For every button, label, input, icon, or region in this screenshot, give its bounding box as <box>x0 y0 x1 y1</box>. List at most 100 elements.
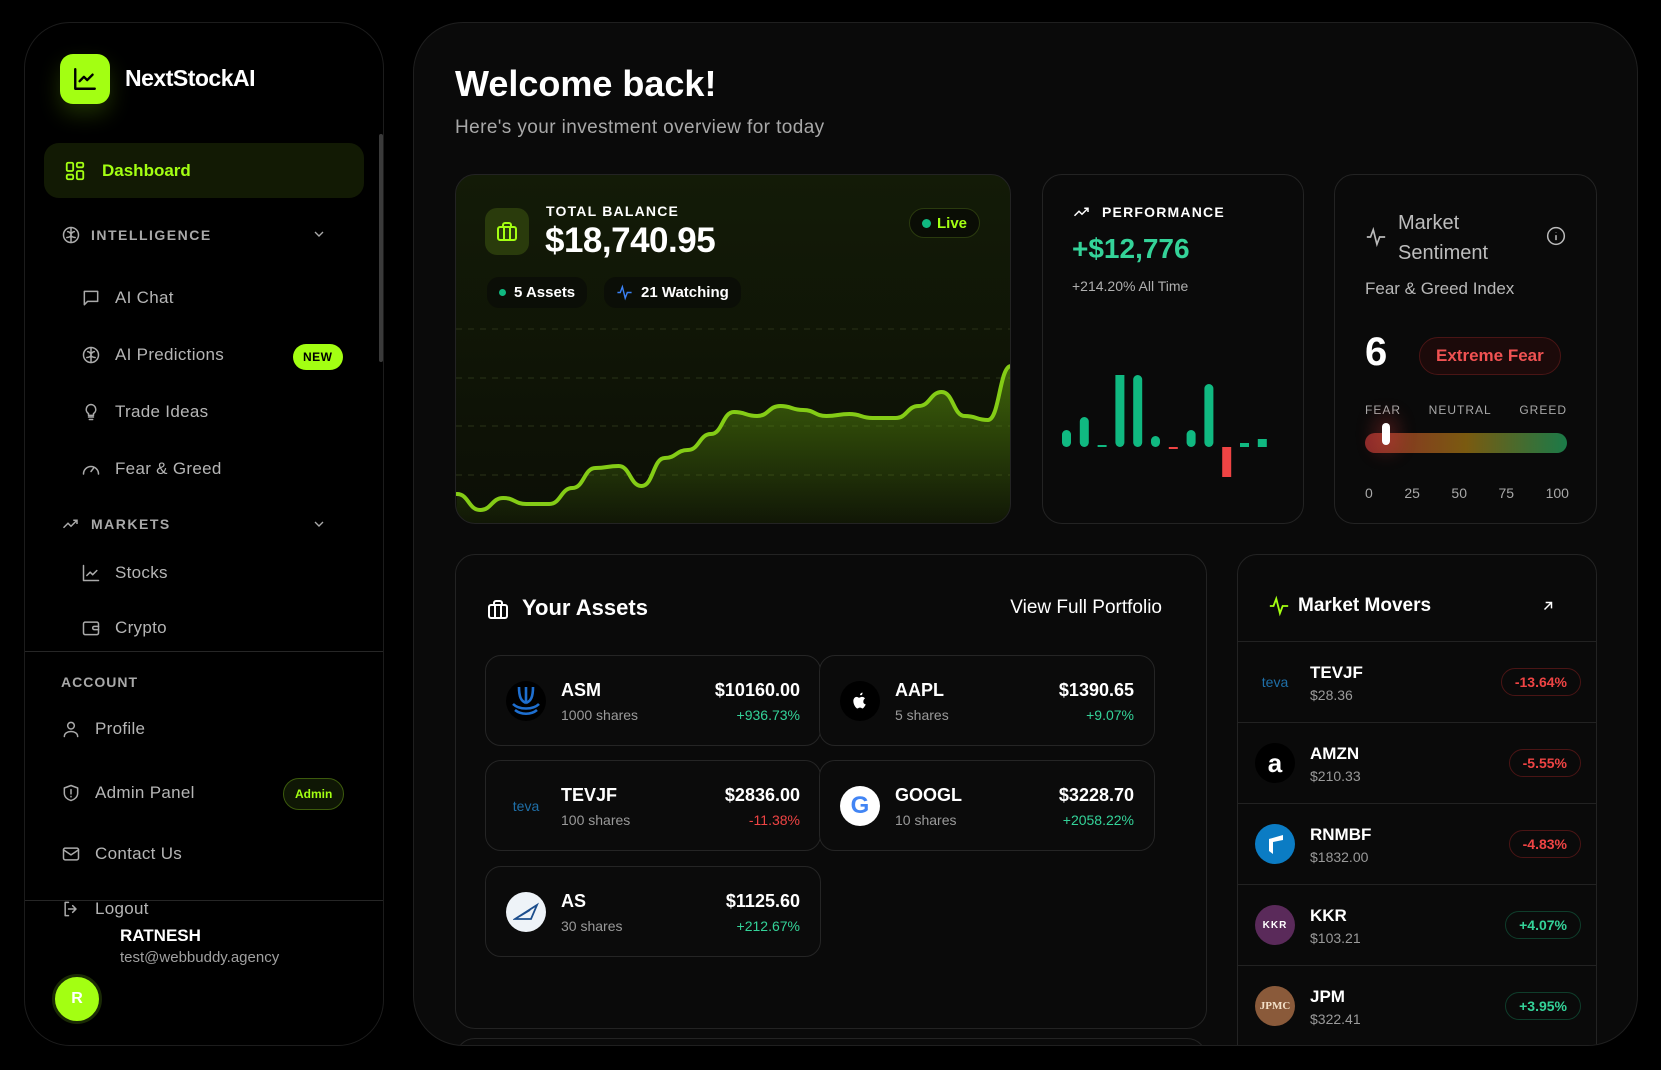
asset-tile[interactable]: AAPL 5 shares $1390.65 +9.07% <box>819 655 1155 746</box>
scale-label-fear: FEAR <box>1365 403 1402 417</box>
mover-symbol: TEVJF <box>1310 663 1363 682</box>
sidebar-item[interactable]: Stocks <box>81 563 168 583</box>
asset-shares: 100 shares <box>561 812 631 828</box>
avatar[interactable]: R <box>52 974 102 1024</box>
mover-change-badge: -4.83% <box>1508 830 1581 858</box>
title-line: Sentiment <box>1398 242 1489 264</box>
sidebar-item[interactable]: Crypto <box>81 618 167 638</box>
asset-shares: 1000 shares <box>561 707 639 723</box>
tick: 100 <box>1545 485 1569 501</box>
dashboard-grid-icon <box>65 161 85 180</box>
asset-tile[interactable]: G GOOGL 10 shares $3228.70 +2058.22% <box>819 760 1155 851</box>
user-email: test@webbuddy.agency <box>120 949 280 966</box>
performance-bar <box>1097 445 1107 447</box>
line-chart-icon <box>82 564 100 582</box>
briefcase-icon <box>485 208 529 255</box>
lightbulb-icon <box>85 403 97 421</box>
scale-label-neutral: NEUTRAL <box>1428 403 1492 417</box>
sidebar: NextStockAI Dashboard INTELLIGENCE AI Cha… <box>24 22 384 1046</box>
performance-value: +$12,776 <box>1072 233 1190 264</box>
brain-icon <box>82 346 100 364</box>
mover-price: $103.21 <box>1310 930 1361 946</box>
asset-symbol: TEVJF <box>561 785 618 805</box>
next-section-card <box>455 1038 1207 1045</box>
performance-subtitle: +214.20% All Time <box>1072 278 1189 294</box>
performance-bar <box>1151 436 1160 447</box>
performance-bar <box>1115 375 1125 447</box>
logo-chart-icon[interactable] <box>60 54 110 104</box>
mover-symbol: JPM <box>1310 987 1345 1006</box>
balance-area-chart <box>456 328 1010 523</box>
mover-row[interactable]: JPMC JPM $322.41 +3.95% <box>1238 965 1596 1045</box>
apple-logo-icon <box>840 681 880 721</box>
sidebar-scrollbar[interactable] <box>379 134 383 362</box>
section-intelligence[interactable]: INTELLIGENCE <box>61 225 212 245</box>
tick: 50 <box>1451 485 1467 501</box>
section-markets[interactable]: MARKETS <box>61 515 171 533</box>
jpmc-logo-icon: JPMC <box>1255 986 1295 1026</box>
sidebar-item-label: Dashboard <box>102 160 191 180</box>
section-account: ACCOUNT <box>61 674 138 690</box>
divider <box>25 651 383 652</box>
gauge-icon <box>82 465 100 475</box>
dot-icon <box>499 289 506 296</box>
chevron-down-icon[interactable] <box>311 516 327 532</box>
sidebar-item-label: Fear & Greed <box>115 459 222 478</box>
sidebar-item[interactable]: Trade Ideas <box>81 402 208 422</box>
chevron-down-icon[interactable] <box>311 226 327 242</box>
section-title: INTELLIGENCE <box>91 227 212 243</box>
sidebar-item-label: Stocks <box>115 563 168 582</box>
mover-row[interactable]: a AMZN $210.33 -5.55% <box>1238 722 1596 803</box>
new-badge: NEW <box>293 344 343 370</box>
gauge-ticks: 0 25 50 75 100 <box>1365 485 1569 501</box>
asset-symbol: AS <box>561 891 587 911</box>
sidebar-item[interactable]: AI Predictions <box>81 345 224 365</box>
market-sentiment-card: Market Sentiment Fear & Greed Index 6 Ext… <box>1334 174 1597 524</box>
market-movers-card: Market Movers teva TEVJF $28.36 -13.64% … <box>1237 554 1597 1045</box>
activity-icon <box>617 284 632 301</box>
tick: 0 <box>1365 485 1373 501</box>
activity-icon <box>1269 595 1289 617</box>
sidebar-item[interactable]: Admin Panel <box>61 783 195 803</box>
info-icon[interactable] <box>1546 226 1566 246</box>
asset-symbol: GOOGL <box>895 785 962 805</box>
mover-row[interactable]: KKR KKR $103.21 +4.07% <box>1238 884 1596 965</box>
sidebar-item-dashboard[interactable]: Dashboard <box>44 143 364 198</box>
google-logo-icon: G <box>840 786 880 826</box>
sidebar-item-label: Logout <box>95 899 149 918</box>
teva-logo-icon: teva <box>512 798 540 814</box>
asset-change: +936.73% <box>736 707 800 723</box>
sentiment-level-badge: Extreme Fear <box>1419 337 1561 375</box>
sidebar-item-label: Contact Us <box>95 844 183 863</box>
sentiment-title: Market Sentiment <box>1398 208 1488 268</box>
trending-up-icon <box>62 519 78 529</box>
arrow-up-right-icon[interactable] <box>1541 599 1555 613</box>
performance-bar <box>1222 447 1232 477</box>
watching-count: 21 Watching <box>641 284 729 301</box>
mail-icon <box>62 847 80 861</box>
sidebar-item[interactable]: AI Chat <box>81 288 174 308</box>
sidebar-item[interactable]: Profile <box>61 719 145 739</box>
wallet-icon <box>82 621 100 636</box>
asset-tile[interactable]: teva TEVJF 100 shares $2836.00 -11.38% <box>485 760 821 851</box>
mover-row[interactable]: RNMBF $1832.00 -4.83% <box>1238 803 1596 884</box>
mover-price: $210.33 <box>1310 768 1361 784</box>
series-line <box>456 364 1010 513</box>
asset-change: +212.67% <box>736 918 800 934</box>
sidebar-item[interactable]: Logout <box>61 899 149 919</box>
mover-price: $322.41 <box>1310 1011 1361 1027</box>
your-assets-card: Your Assets View Full Portfolio ASM 1000… <box>455 554 1207 1029</box>
view-full-portfolio-link[interactable]: View Full Portfolio <box>1010 597 1162 618</box>
sidebar-item[interactable]: Fear & Greed <box>81 459 222 479</box>
mover-row[interactable]: teva TEVJF $28.36 -13.64% <box>1238 641 1596 722</box>
message-square-icon <box>83 290 99 306</box>
assets-title: Your Assets <box>522 595 648 620</box>
asset-value: $1125.60 <box>725 891 800 911</box>
mover-symbol: RNMBF <box>1310 825 1372 844</box>
rnmbf-logo-icon <box>1255 824 1295 864</box>
asset-tile[interactable]: AS 30 shares $1125.60 +212.67% <box>485 866 821 957</box>
sidebar-item[interactable]: Contact Us <box>61 844 182 864</box>
asset-tile[interactable]: ASM 1000 shares $10160.00 +936.73% <box>485 655 821 746</box>
title-line: Market <box>1398 212 1460 234</box>
sentiment-subtitle: Fear & Greed Index <box>1365 279 1515 298</box>
